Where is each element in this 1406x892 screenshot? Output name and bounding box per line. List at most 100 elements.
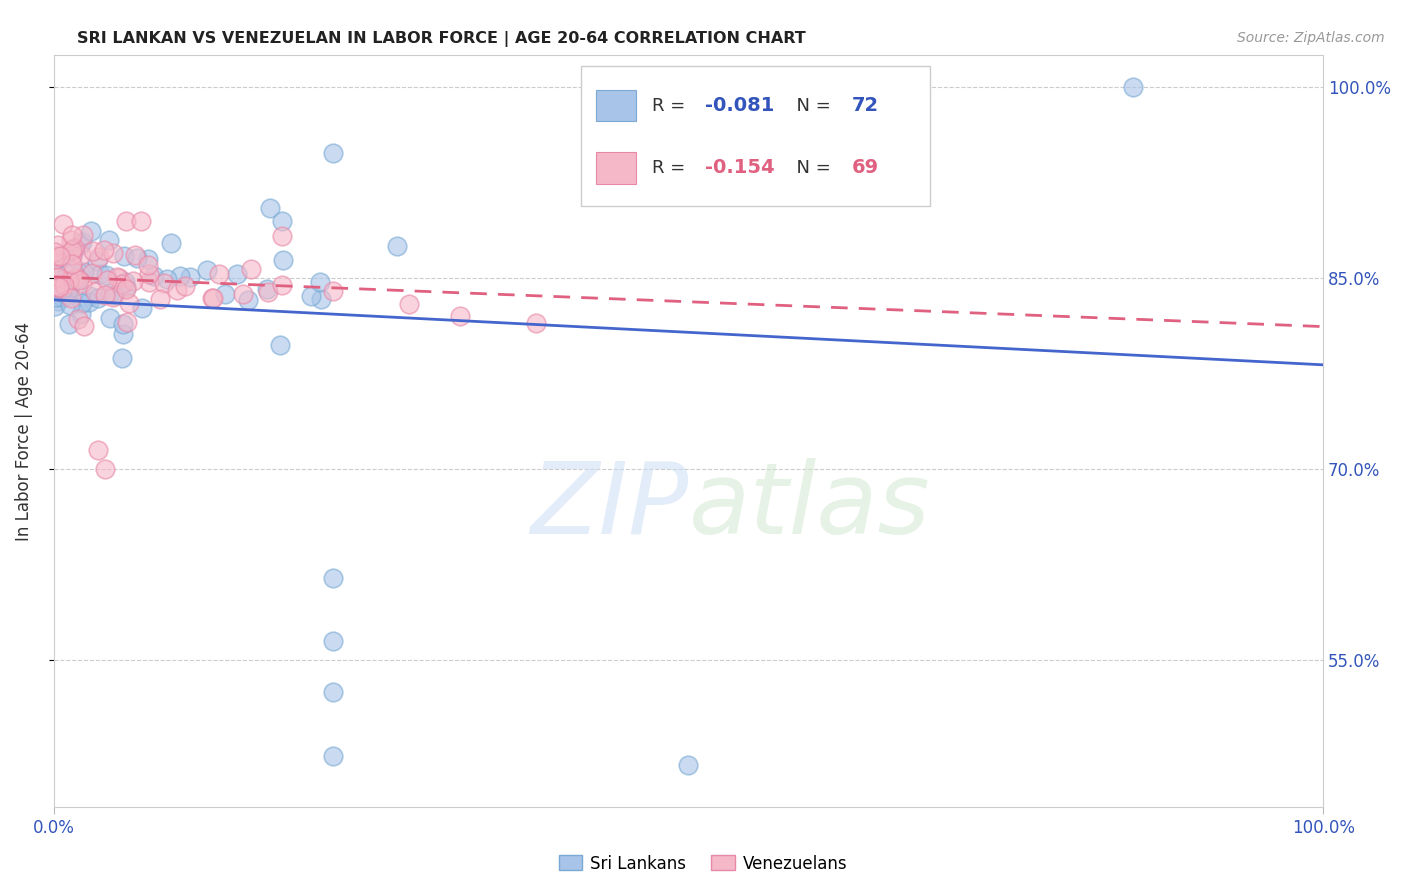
Point: [125, 251, 148, 265]
Point: [179, 270, 201, 285]
Point: [65, 270, 87, 285]
Point: [94, 268, 117, 282]
Point: [225, 267, 247, 281]
Point: [118, 296, 141, 310]
Point: [51, 290, 73, 304]
Point: [93, 462, 115, 476]
Point: [67, 311, 90, 326]
FancyBboxPatch shape: [596, 90, 637, 121]
Text: ZIP: ZIP: [530, 458, 689, 555]
Point: [271, 229, 294, 244]
Point: [160, 235, 183, 250]
Point: [45, 250, 67, 264]
Point: [55, 286, 77, 301]
FancyBboxPatch shape: [581, 66, 929, 205]
Point: [240, 262, 263, 277]
Point: [60, 228, 83, 243]
Point: [398, 296, 420, 310]
Point: [77, 294, 100, 309]
Point: [82, 244, 104, 258]
Point: [131, 301, 153, 315]
Point: [115, 279, 138, 293]
Text: 72: 72: [852, 96, 879, 115]
Point: [271, 252, 294, 267]
Point: [52, 217, 75, 231]
Point: [58, 289, 80, 303]
Point: [138, 276, 160, 290]
Text: N =: N =: [785, 159, 837, 177]
Point: [169, 269, 191, 284]
Point: [112, 317, 135, 331]
Point: [385, 239, 408, 253]
Point: [271, 214, 294, 228]
Point: [299, 289, 322, 303]
Point: [322, 749, 344, 764]
Point: [82, 266, 104, 280]
Point: [322, 571, 344, 585]
Point: [70, 276, 93, 290]
Point: [271, 277, 294, 292]
Point: [322, 284, 344, 298]
FancyBboxPatch shape: [596, 153, 637, 184]
Point: [524, 316, 547, 330]
Point: [256, 282, 278, 296]
Point: [174, 279, 197, 293]
Point: [308, 275, 330, 289]
Text: -0.081: -0.081: [704, 96, 775, 115]
Point: [60, 248, 83, 262]
Point: [60, 233, 83, 247]
Point: [53, 247, 76, 261]
Point: [201, 291, 224, 305]
Point: [97, 233, 120, 247]
Point: [153, 277, 176, 291]
Point: [108, 271, 131, 285]
Point: [70, 307, 93, 321]
Point: [89, 267, 111, 281]
Point: [72, 228, 94, 243]
Point: [53, 278, 76, 293]
Point: [44, 299, 66, 313]
Point: [73, 265, 96, 279]
Point: [60, 249, 83, 263]
Point: [112, 326, 135, 341]
Point: [195, 263, 218, 277]
Point: [49, 285, 72, 300]
Point: [678, 758, 700, 772]
Point: [136, 258, 159, 272]
Point: [66, 271, 89, 285]
Point: [98, 286, 121, 301]
Point: [49, 248, 72, 262]
Text: R =: R =: [651, 96, 690, 114]
Point: [87, 250, 110, 264]
Point: [45, 249, 67, 263]
Point: [124, 248, 146, 262]
Point: [143, 268, 166, 283]
Text: SRI LANKAN VS VENEZUELAN IN LABOR FORCE | AGE 20-64 CORRELATION CHART: SRI LANKAN VS VENEZUELAN IN LABOR FORCE …: [77, 31, 806, 47]
Text: 69: 69: [852, 159, 879, 178]
Point: [111, 277, 134, 291]
Point: [166, 283, 188, 297]
Point: [105, 270, 128, 285]
Point: [136, 252, 159, 267]
Point: [129, 214, 152, 228]
Text: N =: N =: [785, 96, 837, 114]
Point: [115, 214, 138, 228]
Point: [69, 238, 91, 252]
Point: [46, 252, 69, 267]
Point: [66, 273, 89, 287]
Point: [60, 291, 83, 305]
Point: [259, 201, 281, 215]
Point: [52, 250, 75, 264]
Point: [208, 267, 231, 281]
Point: [100, 310, 122, 325]
Point: [73, 318, 96, 333]
Point: [86, 254, 108, 268]
Point: [69, 266, 91, 280]
Point: [59, 277, 82, 291]
Point: [72, 296, 94, 310]
Point: [48, 273, 70, 287]
Text: R =: R =: [651, 159, 690, 177]
Point: [60, 244, 83, 258]
Point: [101, 246, 124, 260]
Point: [56, 284, 79, 298]
